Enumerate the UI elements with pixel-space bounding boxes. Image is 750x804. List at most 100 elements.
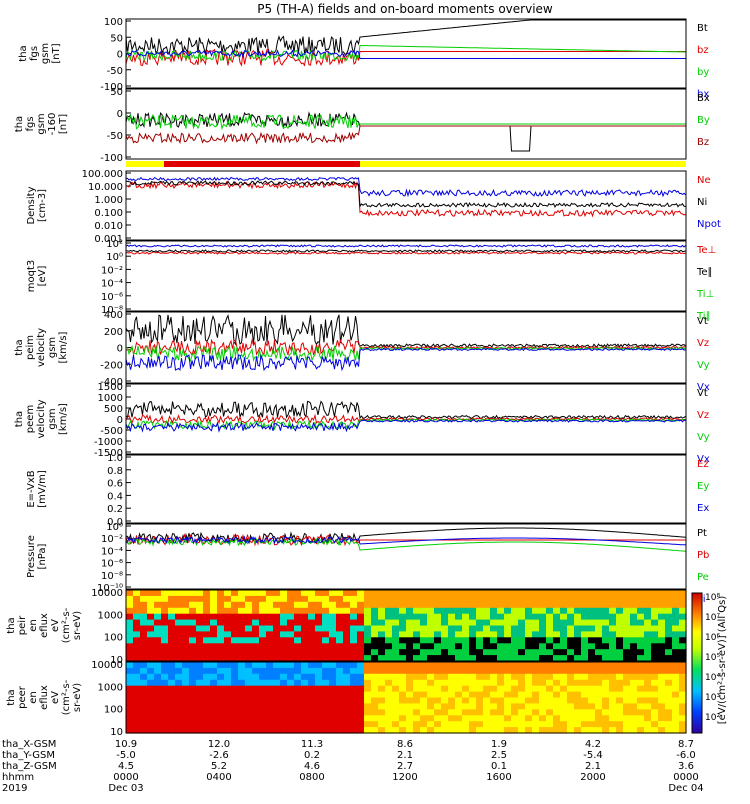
spectrogram-cell xyxy=(658,703,666,710)
spectrogram-cell xyxy=(658,625,666,632)
spectrogram-cell xyxy=(196,637,204,644)
spectrogram-cell xyxy=(672,619,680,627)
spectrogram-cell xyxy=(168,727,176,734)
series-line xyxy=(125,347,686,372)
spectrogram-cell xyxy=(665,607,673,615)
spectrogram-cell xyxy=(560,649,568,656)
spectrogram-cell xyxy=(672,625,680,632)
spectrogram-cell xyxy=(322,703,330,710)
spectrogram-cell xyxy=(623,655,631,662)
spectrogram-cell xyxy=(427,715,435,722)
spectrogram-cell xyxy=(168,625,176,632)
x-tick-label: 0.1 xyxy=(491,761,507,772)
spectrogram-cell xyxy=(567,691,575,699)
spectrogram-cell xyxy=(392,679,400,687)
x-tick-label: 5.2 xyxy=(211,761,227,772)
spectrogram-cell xyxy=(644,613,652,621)
spectrogram-cell xyxy=(378,613,386,621)
spectrogram-cell xyxy=(189,637,197,644)
spectrogram-cell xyxy=(511,679,519,687)
spectrogram-cell xyxy=(196,709,204,716)
spectrogram-cell xyxy=(133,637,141,644)
spectrogram-cell xyxy=(287,673,295,681)
x-tick-label: 8.6 xyxy=(397,739,413,750)
y-axis-label: eflux xyxy=(39,685,50,710)
spectrogram-cell xyxy=(476,655,484,662)
spectrogram-cell xyxy=(602,685,610,693)
spectrogram-cell xyxy=(644,691,652,699)
spectrogram-cell xyxy=(301,715,309,722)
spectrogram-cell xyxy=(161,601,169,609)
spectrogram-cell xyxy=(406,697,414,704)
spectrogram-cell xyxy=(301,709,309,716)
spectrogram-cell xyxy=(224,679,232,687)
spectrogram-cell xyxy=(567,649,575,656)
spectrogram-cell xyxy=(315,715,323,722)
spectrogram-cell xyxy=(161,607,169,615)
spectrogram-cell xyxy=(595,679,603,687)
spectrogram-cell xyxy=(329,727,337,734)
spectrogram-cell xyxy=(154,703,162,710)
spectrogram-cell xyxy=(287,715,295,722)
spectrogram-cell xyxy=(343,679,351,687)
spectrogram-cell xyxy=(483,649,491,656)
y-tick-label: 100 xyxy=(104,17,123,28)
spectrogram-cell xyxy=(574,613,582,621)
spectrogram-cell xyxy=(616,637,624,644)
spectrogram-cell xyxy=(665,637,673,644)
spectrogram-cell xyxy=(560,709,568,716)
spectrogram-cell xyxy=(154,667,162,675)
spectrogram-cell xyxy=(210,607,218,615)
spectrogram-cell xyxy=(371,613,379,621)
spectrogram-cell xyxy=(630,667,638,675)
spectrogram-cell xyxy=(679,709,687,716)
spectrogram-cell xyxy=(140,727,148,734)
spectrogram-cell xyxy=(399,601,407,609)
spectrogram-cell xyxy=(399,673,407,681)
spectrogram-cell xyxy=(511,691,519,699)
spectrogram-cell xyxy=(175,595,183,603)
legend-entry: Pt xyxy=(697,528,707,539)
spectrogram-cell xyxy=(357,619,365,627)
spectrogram-cell xyxy=(413,649,421,656)
spectrogram-cell xyxy=(399,595,407,603)
spectrogram-cell xyxy=(308,662,316,669)
spectrogram-cell xyxy=(420,643,428,650)
spectrogram-cell xyxy=(301,667,309,675)
spectrogram-cell xyxy=(182,673,190,681)
spectrogram-cell xyxy=(574,601,582,609)
spectrogram-cell xyxy=(497,667,505,675)
spectrogram-cell xyxy=(497,631,505,638)
spectrogram-cell xyxy=(658,727,666,734)
series-line xyxy=(125,314,686,348)
spectrogram-cell xyxy=(644,703,652,710)
spectrogram-cell xyxy=(476,679,484,687)
spectrogram-cell xyxy=(336,667,344,675)
spectrogram-cell xyxy=(210,679,218,687)
spectrogram-cell xyxy=(287,619,295,627)
spectrogram-cell xyxy=(371,595,379,603)
spectrogram-cell xyxy=(392,590,400,597)
spectrogram-cell xyxy=(462,613,470,621)
spectrogram-cell xyxy=(546,601,554,609)
spectrogram-cell xyxy=(462,667,470,675)
spectrogram-cell xyxy=(546,727,554,734)
spectrogram-cell xyxy=(147,590,155,597)
spectrogram-cell xyxy=(441,655,449,662)
legend-entry: bz xyxy=(697,45,709,56)
spectrogram-cell xyxy=(455,613,463,621)
spectrogram-cell xyxy=(546,715,554,722)
spectrogram-cell xyxy=(518,595,526,603)
spectrogram-cell xyxy=(476,697,484,704)
spectrogram-cell xyxy=(525,709,533,716)
spectrogram-cell xyxy=(616,697,624,704)
spectrogram-cell xyxy=(378,703,386,710)
spectrogram-cell xyxy=(427,709,435,716)
spectrogram-cell xyxy=(329,709,337,716)
spectrogram-cell xyxy=(539,673,547,681)
spectrogram-cell xyxy=(364,649,372,656)
spectrogram-cell xyxy=(350,601,358,609)
spectrogram-cell xyxy=(462,715,470,722)
spectrogram-cell xyxy=(448,709,456,716)
